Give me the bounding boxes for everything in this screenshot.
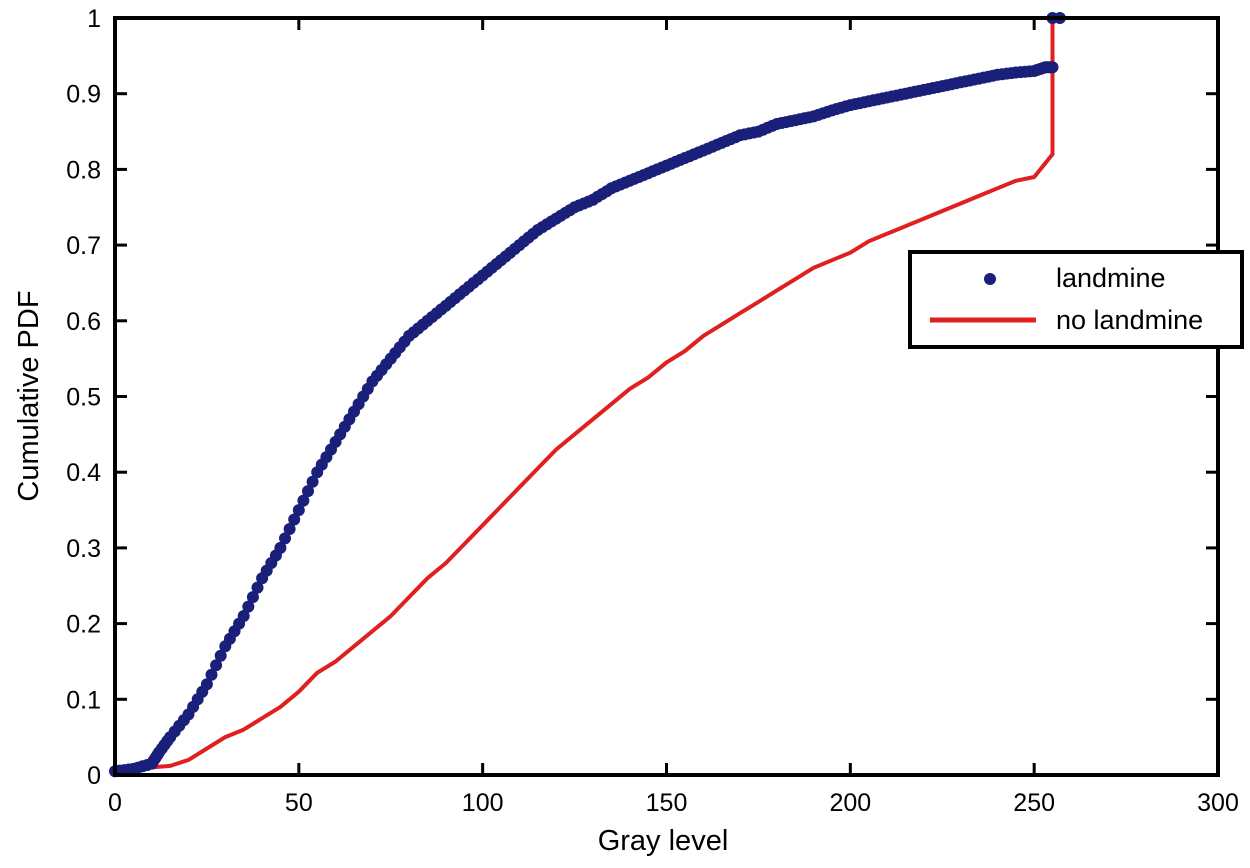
x-tick-label: 300 (1197, 789, 1239, 817)
landmine-point (283, 523, 296, 535)
legend: landmine no landmine (908, 250, 1244, 349)
x-tick-label: 200 (829, 789, 871, 817)
y-tick-label: 0.7 (66, 232, 101, 260)
series-no-landmine-line (126, 18, 1055, 770)
landmine-point (205, 668, 218, 681)
y-axis-label: Cumulative PDF (13, 290, 45, 501)
legend-label-landmine: landmine (1056, 263, 1166, 293)
plot-area (109, 12, 1220, 778)
axis-ticks: 0 50 100 150 200 250 300 0 0.1 0.2 0.3 0.4 0.5 0.6 0.7… (66, 5, 1239, 817)
landmine-point (306, 475, 319, 488)
y-tick-label: 0.2 (66, 611, 101, 639)
x-tick-label: 250 (1013, 789, 1055, 817)
landmine-point (1046, 61, 1059, 74)
landmine-point (214, 649, 227, 662)
legend-box (908, 250, 1244, 349)
landmine-point (246, 591, 259, 604)
landmine-point (210, 659, 223, 672)
x-tick-label: 50 (285, 789, 313, 817)
y-tick-label: 0.3 (66, 535, 101, 563)
y-tick-label: 0.8 (66, 156, 101, 184)
landmine-point (279, 532, 291, 545)
landmine-point (297, 494, 310, 507)
landmine-point (292, 504, 305, 517)
legend-marker-landmine (984, 273, 996, 285)
y-tick-label: 0.1 (66, 686, 101, 714)
legend-label-no-landmine: no landmine (1056, 305, 1203, 335)
x-axis-label: Gray level (598, 825, 729, 857)
y-tick-label: 0.6 (66, 308, 101, 336)
x-tick-label: 0 (108, 789, 122, 817)
series-landmine-markers (109, 12, 1066, 778)
y-tick-label: 0.5 (66, 384, 101, 412)
landmine-point (288, 513, 301, 526)
landmine-point (200, 678, 213, 691)
landmine-point (251, 581, 264, 594)
y-tick-label: 0 (87, 762, 101, 790)
x-tick-label: 150 (646, 789, 688, 817)
landmine-point (237, 610, 250, 622)
landmine-point (302, 485, 314, 498)
x-tick-label: 100 (462, 789, 504, 817)
landmine-point (274, 541, 287, 554)
landmine-point (242, 600, 255, 613)
plot-background (115, 18, 1218, 775)
y-tick-label: 1 (87, 5, 101, 33)
y-tick-label: 0.4 (66, 459, 101, 487)
y-tick-label: 0.9 (66, 81, 101, 109)
